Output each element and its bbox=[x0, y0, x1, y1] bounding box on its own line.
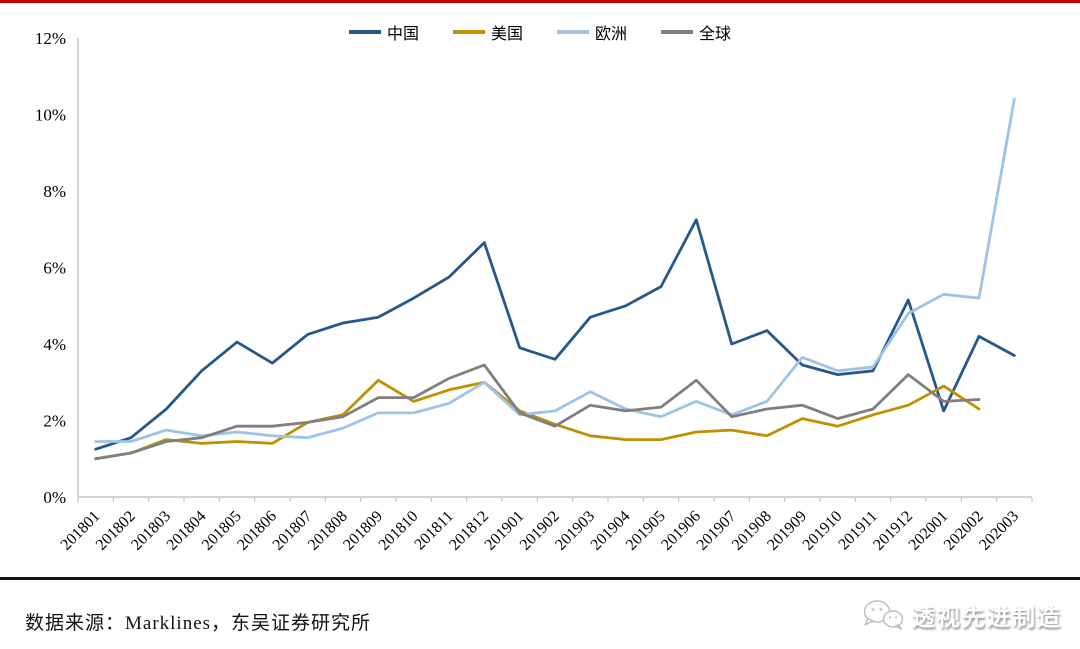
legend-swatch bbox=[661, 30, 694, 34]
y-tick-label: 2% bbox=[43, 412, 66, 431]
legend-swatch bbox=[452, 30, 485, 34]
legend-label: 欧洲 bbox=[595, 26, 628, 43]
legend-item-全球: 全球 bbox=[661, 20, 731, 44]
legend-item-美国: 美国 bbox=[452, 20, 523, 44]
footer-divider bbox=[0, 577, 1080, 580]
series-line-中国 bbox=[94, 218, 1016, 451]
chart-canvas: 0%2%4%6%8%10%12%201801201802201803201804… bbox=[35, 29, 1033, 554]
wechat-watermark: 透视先进制造 bbox=[862, 598, 1062, 632]
report-top-rule bbox=[0, 0, 1080, 3]
wechat-icon bbox=[863, 600, 904, 630]
legend-swatch bbox=[348, 30, 381, 34]
watermark-label: 透视先进制造 bbox=[912, 604, 1062, 630]
y-tick-label: 4% bbox=[43, 335, 66, 354]
penetration-line-chart: 0% 2% 4% 6% 8% 10% 12% 201801 201802 201803 201804… bbox=[0, 20, 1080, 554]
x-tick-label: 202001 bbox=[906, 508, 952, 554]
series-line-欧洲 bbox=[94, 97, 1016, 443]
y-tick-label: 0% bbox=[43, 488, 66, 507]
x-tick-label: 201907 bbox=[694, 508, 740, 554]
chart-legend: 中国 美国 欧洲 全球 bbox=[0, 20, 1080, 44]
x-tick-label: 201804 bbox=[164, 508, 210, 554]
x-tick-label: 201807 bbox=[270, 508, 316, 554]
x-tick-label: 202003 bbox=[976, 508, 1022, 554]
legend-label: 美国 bbox=[490, 26, 523, 43]
x-tick-label: 201810 bbox=[376, 508, 422, 554]
x-tick-label: 201910 bbox=[800, 508, 846, 554]
y-tick-label: 8% bbox=[43, 182, 66, 201]
y-tick-label: 12% bbox=[35, 29, 66, 48]
legend-item-中国: 中国 bbox=[348, 20, 419, 44]
x-tick-label: 201904 bbox=[588, 508, 634, 554]
legend-label: 中国 bbox=[386, 26, 419, 43]
legend-swatch bbox=[557, 30, 589, 34]
data-source-note: 数据来源：Marklines，东吴证券研究所 bbox=[25, 613, 372, 634]
y-tick-label: 10% bbox=[35, 106, 66, 125]
series-line-全球 bbox=[94, 363, 981, 461]
series-line-美国 bbox=[94, 378, 981, 461]
legend-label: 全球 bbox=[699, 26, 732, 43]
y-tick-label: 6% bbox=[43, 259, 66, 278]
x-tick-label: 201901 bbox=[482, 508, 528, 554]
legend-item-欧洲: 欧洲 bbox=[557, 20, 627, 44]
x-tick-label: 201801 bbox=[58, 508, 104, 554]
